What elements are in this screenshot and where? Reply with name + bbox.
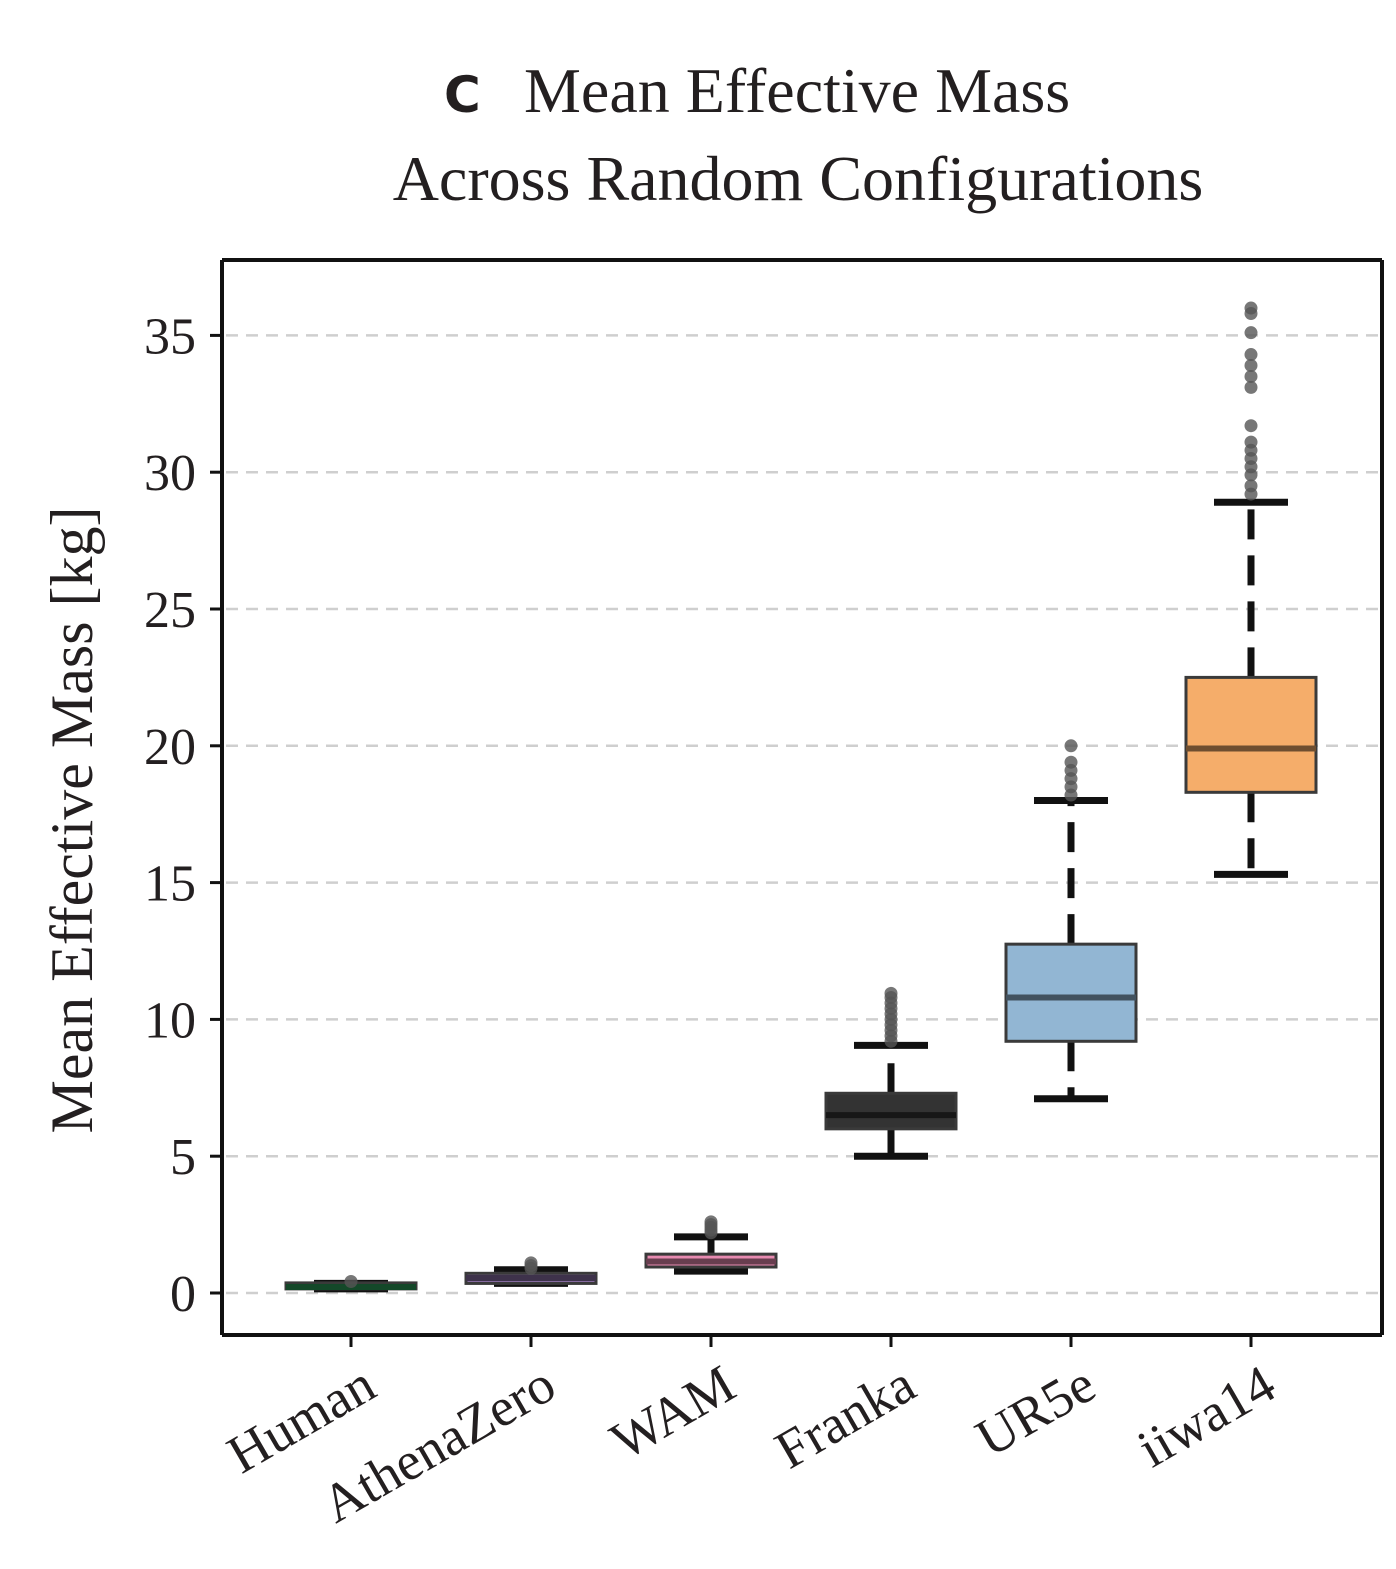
title-line-1: Mean Effective Mass: [524, 55, 1070, 126]
outlier-athenazero-2: [524, 1256, 538, 1270]
outlier-ur5e-5: [1064, 739, 1078, 753]
x-tick-label-franka: Franka: [765, 1353, 925, 1480]
panel-letter: C: [444, 66, 481, 124]
x-tick-label-iiwa14: iiwa14: [1128, 1353, 1285, 1478]
y-tick-label-30: 30: [144, 445, 196, 502]
outlier-ur5e-4: [1064, 755, 1078, 769]
outlier-iiwa14-12: [1244, 326, 1258, 340]
box-franka: [824, 986, 958, 1160]
y-tick-label-0: 0: [170, 1266, 196, 1323]
y-tick-label-15: 15: [144, 856, 196, 913]
title-line-2: Across Random Configurations: [393, 143, 1204, 214]
y-tick-label-20: 20: [144, 719, 196, 776]
box-ur5e: [1004, 739, 1138, 1103]
x-tick-label-ur5e: UR5e: [966, 1353, 1105, 1468]
y-axis-label: Mean Effective Mass [kg]: [39, 506, 105, 1133]
outlier-iiwa14-11: [1244, 348, 1258, 362]
outlier-iiwa14-10: [1244, 358, 1258, 372]
outlier-human-0: [344, 1275, 358, 1289]
outlier-wam-4: [704, 1215, 718, 1229]
iqr-box-franka: [824, 1091, 958, 1131]
outlier-iiwa14-8: [1244, 380, 1258, 394]
chart-title: C Mean Effective Mass Across Random Conf…: [393, 55, 1204, 214]
y-tick-label-25: 25: [144, 582, 196, 639]
box-iiwa14: [1184, 301, 1318, 878]
box-wam: [644, 1215, 778, 1275]
box-series: [284, 301, 1318, 1293]
outlier-iiwa14-1: [1244, 479, 1258, 493]
y-tick-label-35: 35: [144, 308, 196, 365]
outlier-iiwa14-9: [1244, 369, 1258, 383]
x-tick-label-wam: WAM: [601, 1353, 745, 1471]
outlier-iiwa14-7: [1244, 419, 1258, 433]
outlier-iiwa14-14: [1244, 301, 1258, 315]
outlier-iiwa14-6: [1244, 435, 1258, 449]
y-tick-label-10: 10: [144, 992, 196, 1049]
box-athenazero: [464, 1256, 598, 1287]
iqr-box-ur5e: [1004, 942, 1138, 1043]
outlier-franka-9: [884, 986, 898, 1000]
grid-lines: [226, 334, 1378, 1295]
y-tick-label-5: 5: [170, 1129, 196, 1186]
box-human: [284, 1275, 418, 1293]
iqr-box-iiwa14: [1184, 675, 1318, 794]
